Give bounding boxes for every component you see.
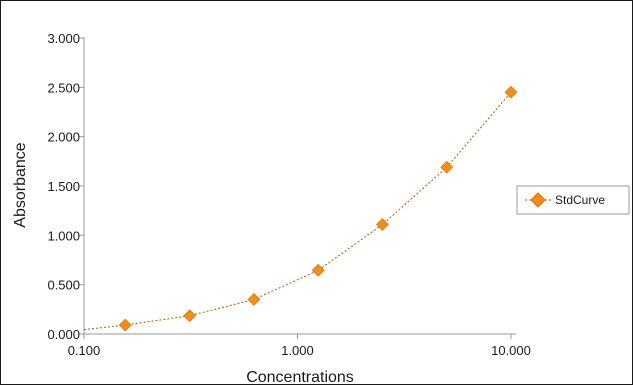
y-ticks: 0.000 0.500 1.000 1.500 2.000 2.500 3.000 [47,31,84,342]
data-point-marker [248,293,260,305]
y-tick-label: 2.500 [47,80,80,95]
x-tick-label: 1.000 [281,343,314,358]
y-tick-label: 2.000 [47,130,80,145]
x-tick-label: 0.100 [68,343,101,358]
axes [84,37,516,334]
x-axis-title: Concentrations [246,369,354,384]
y-tick-label: 3.000 [47,31,80,46]
y-tick-label: 0.000 [47,327,80,342]
y-tick-label: 0.500 [47,278,80,293]
data-point-marker [119,319,131,331]
x-tick-label: 10.000 [491,343,531,358]
legend: StdCurve [517,186,629,214]
data-markers [119,86,517,331]
y-tick-label: 1.500 [47,179,80,194]
data-point-marker [441,161,453,173]
trendline [84,92,511,329]
x-ticks: 0.100 1.000 10.000 [68,334,531,358]
legend-label: StdCurve [555,193,605,207]
y-axis-title: Absorbance [12,142,29,227]
y-tick-label: 1.000 [47,228,80,243]
data-point-marker [184,310,196,322]
data-point-marker [312,264,324,276]
